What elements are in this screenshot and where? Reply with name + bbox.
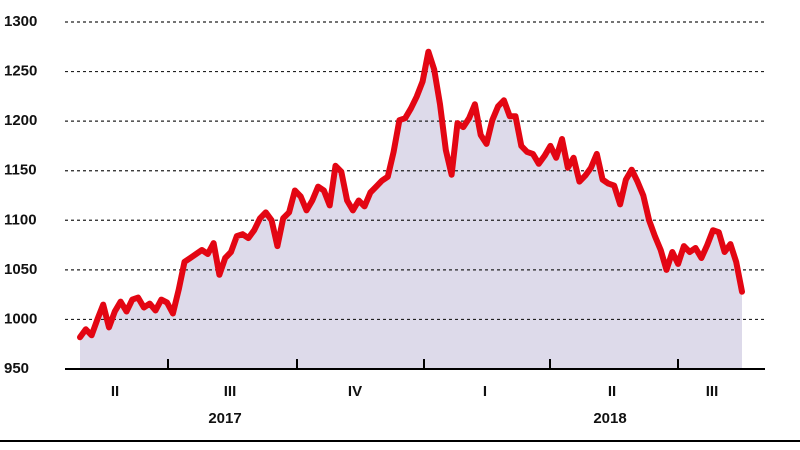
quarter-label: IV [348,383,362,400]
y-tick-label: 950 [4,360,29,377]
quarter-label: II [608,383,616,400]
y-tick-label: 1200 [4,112,37,129]
y-tick-label: 1100 [4,211,37,228]
quarter-label: III [224,383,237,400]
y-tick-label: 1150 [4,162,37,179]
quarter-label: III [706,383,719,400]
line [77,48,745,341]
area [80,51,742,369]
y-tick-label: 1300 [4,13,37,30]
y-tick-label: 1250 [4,63,37,80]
quarter-label: II [111,383,119,400]
y-tick-label: 1000 [4,310,37,327]
year-label: 2017 [208,410,241,427]
year-label: 2018 [593,410,626,427]
y-tick-label: 1050 [4,261,37,278]
quarter-label: I [483,383,487,400]
